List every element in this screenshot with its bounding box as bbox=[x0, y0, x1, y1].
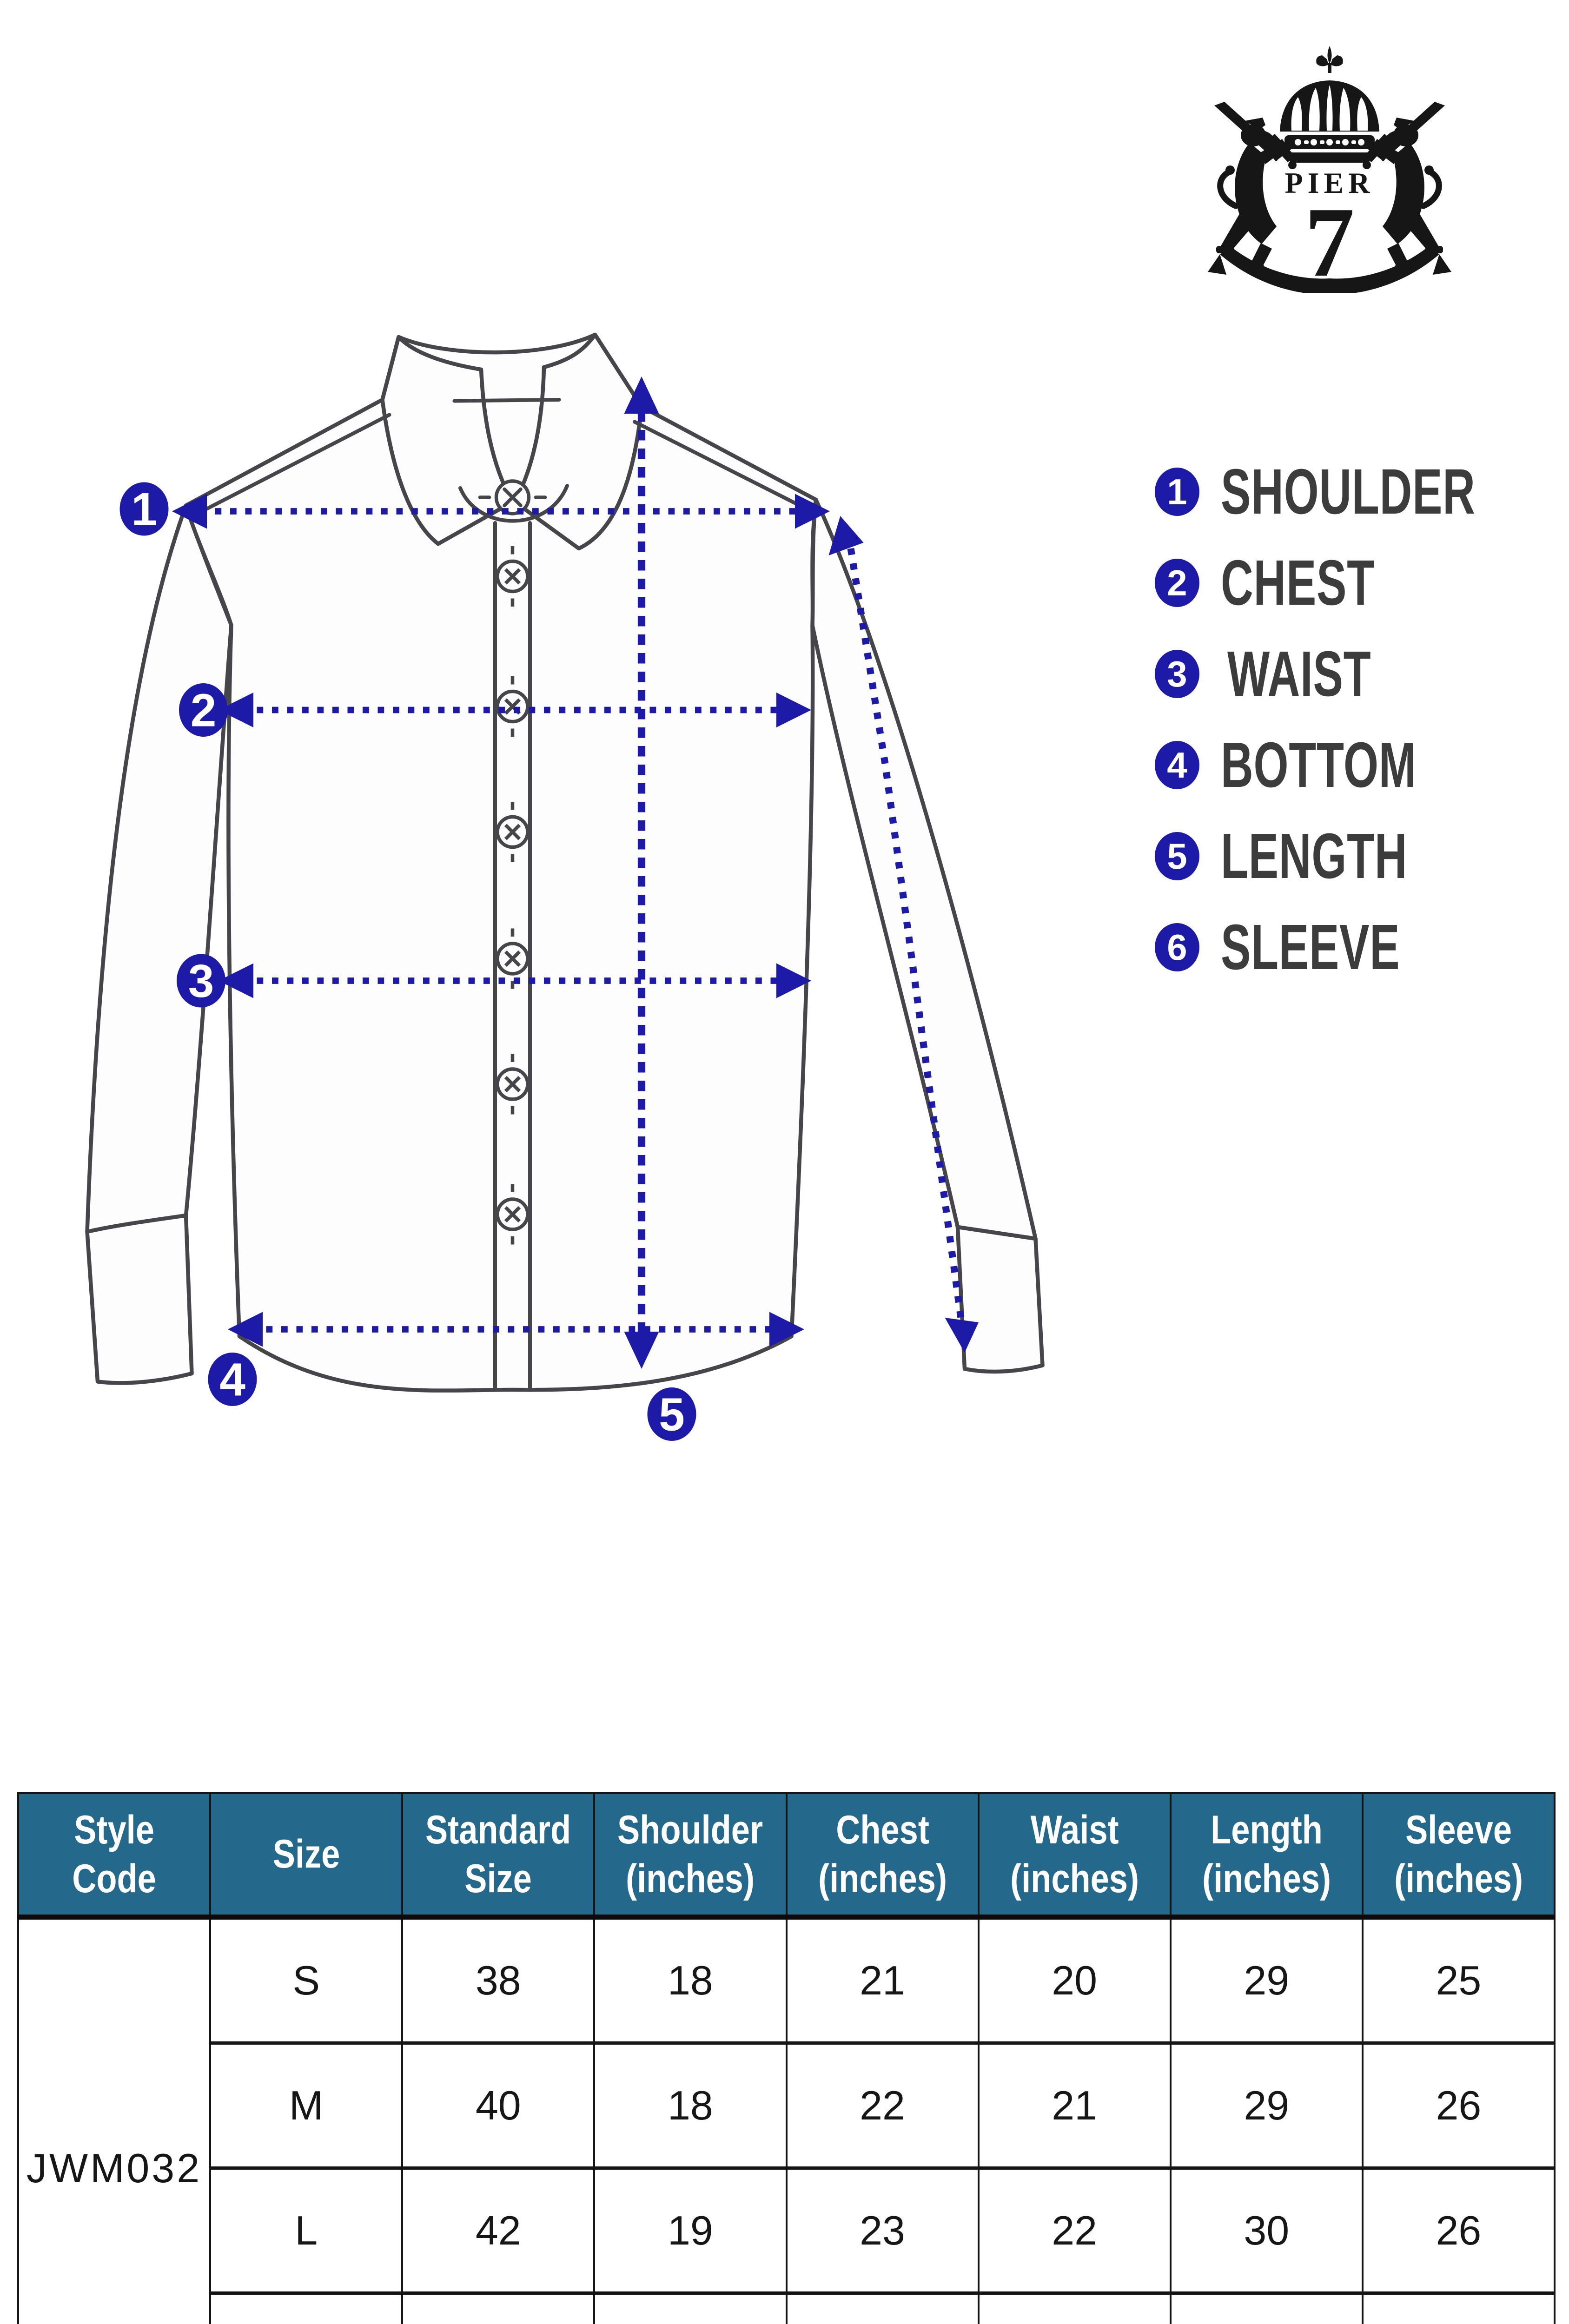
cell-size: L bbox=[209, 2166, 404, 2295]
legend-label-bottom: BOTTOM bbox=[1221, 729, 1417, 801]
shirt-yoke-left bbox=[191, 413, 391, 518]
header-length: Length (inches) bbox=[1169, 1792, 1364, 1920]
cell-sleeve: 26 bbox=[1361, 2041, 1556, 2170]
shirt-collar-stand bbox=[458, 484, 569, 523]
shirt-right-cuff bbox=[955, 1225, 1045, 1374]
cell-shoulder: 19 bbox=[593, 2166, 788, 2295]
lion-icon bbox=[1214, 102, 1297, 272]
shirt-collar-right bbox=[513, 332, 644, 551]
svg-text:1: 1 bbox=[131, 483, 157, 535]
cell-size: S bbox=[209, 1915, 404, 2045]
cell-standard: 40 bbox=[401, 2041, 596, 2170]
table-row-m: M 40 18 22 21 29 26 bbox=[18, 2041, 1556, 2170]
cell-length: 29 bbox=[1169, 1915, 1364, 2045]
header-size: Size bbox=[209, 1792, 404, 1920]
shirt-left-cuff bbox=[85, 1213, 194, 1385]
cell-chest: 22 bbox=[785, 2041, 980, 2170]
cell-size: M bbox=[209, 2041, 404, 2170]
svg-text:3: 3 bbox=[188, 955, 214, 1007]
legend-badge-5: 5 bbox=[1155, 832, 1199, 880]
marker-chest: 2 bbox=[179, 683, 228, 737]
header-standard-size: Standard Size bbox=[401, 1792, 596, 1920]
header-shoulder: Shoulder (inches) bbox=[593, 1792, 788, 1920]
crown-fleur-icon bbox=[1316, 46, 1343, 66]
cell-chest: 24 bbox=[785, 2291, 980, 2324]
cell-waist: 23 bbox=[977, 2291, 1172, 2324]
collar-button-icon bbox=[478, 479, 547, 515]
marker-length: 5 bbox=[647, 1387, 696, 1441]
legend-badge-3: 3 bbox=[1155, 650, 1199, 698]
legend-badge-6: 6 bbox=[1155, 923, 1199, 971]
legend-label-chest: CHEST bbox=[1221, 547, 1375, 619]
cell-standard: 42 bbox=[401, 2166, 596, 2295]
cell-standard: 38 bbox=[401, 1915, 596, 2045]
table-row-xl: XL 44 19 24 23 30 26 bbox=[18, 2291, 1556, 2324]
cell-style-code: JWM032 bbox=[17, 1915, 212, 2324]
cell-sleeve: 25 bbox=[1361, 1915, 1556, 2045]
legend-badge-4: 4 bbox=[1155, 741, 1199, 789]
legend-label-waist: WAIST bbox=[1227, 638, 1371, 710]
legend-item-chest: 2 CHEST bbox=[1155, 547, 1441, 619]
legend-item-bottom: 4 BOTTOM bbox=[1155, 729, 1500, 801]
size-chart-table: Style Code Size Standard Size Shoulder (… bbox=[17, 1792, 1556, 2324]
cell-shoulder: 19 bbox=[593, 2291, 788, 2324]
button-icon bbox=[496, 546, 530, 1245]
marker-shoulder: 1 bbox=[119, 482, 169, 536]
brand-logo: PIER 7 bbox=[1208, 46, 1451, 293]
shirt-back-collar-line bbox=[452, 398, 561, 403]
brand-word: PIER bbox=[1285, 166, 1375, 199]
header-chest: Chest (inches) bbox=[785, 1792, 980, 1920]
legend-item-sleeve: 6 SLEEVE bbox=[1155, 911, 1477, 983]
shirt-right-sleeve bbox=[810, 497, 1038, 1241]
cell-standard: 44 bbox=[401, 2291, 596, 2324]
svg-text:4: 4 bbox=[219, 1354, 245, 1406]
shirt-left-sleeve bbox=[85, 503, 233, 1234]
cell-waist: 21 bbox=[977, 2041, 1172, 2170]
cell-sleeve: 26 bbox=[1361, 2166, 1556, 2295]
cell-shoulder: 18 bbox=[593, 1915, 788, 2045]
header-waist: Waist (inches) bbox=[977, 1792, 1172, 1920]
shirt-yoke-right bbox=[633, 420, 811, 512]
legend-item-length: 5 LENGTH bbox=[1155, 820, 1487, 892]
header-sleeve: Sleeve (inches) bbox=[1361, 1792, 1556, 1920]
cell-sleeve: 26 bbox=[1361, 2291, 1556, 2324]
shirt-buttons bbox=[478, 479, 547, 1245]
cell-length: 30 bbox=[1169, 2291, 1364, 2324]
cell-waist: 22 bbox=[977, 2166, 1172, 2295]
shirt-body bbox=[184, 332, 818, 1393]
ribbon-icon bbox=[1208, 247, 1451, 293]
diagram-markers: 1 2 3 4 5 bbox=[119, 482, 696, 1441]
cell-length: 30 bbox=[1169, 2166, 1364, 2295]
cell-length: 29 bbox=[1169, 2041, 1364, 2170]
svg-text:2: 2 bbox=[191, 685, 217, 737]
cell-chest: 23 bbox=[785, 2166, 980, 2295]
marker-bottom: 4 bbox=[208, 1353, 257, 1406]
cell-shoulder: 18 bbox=[593, 2041, 788, 2170]
legend-item-shoulder: 1 SHOULDER bbox=[1155, 456, 1569, 528]
cell-waist: 20 bbox=[977, 1915, 1172, 2045]
table-row-s: JWM032 S 38 18 21 20 29 25 bbox=[17, 1915, 1556, 2324]
measure-line-sleeve bbox=[847, 548, 965, 1321]
legend-badge-2: 2 bbox=[1155, 559, 1199, 607]
measure-arrowheads bbox=[172, 376, 979, 1369]
brand-numeral: 7 bbox=[1304, 186, 1355, 293]
header-style-code: Style Code bbox=[17, 1792, 212, 1920]
table-header-row: Style Code Size Standard Size Shoulder (… bbox=[17, 1792, 1556, 1920]
legend-label-sleeve: SLEEVE bbox=[1221, 911, 1400, 983]
cell-chest: 21 bbox=[785, 1915, 980, 2045]
cell-size: XL bbox=[209, 2291, 404, 2324]
legend-item-waist: 3 WAIST bbox=[1155, 638, 1433, 710]
legend-badge-1: 1 bbox=[1155, 468, 1199, 516]
shirt-measurement-diagram: 1 2 3 4 5 bbox=[85, 332, 1045, 1441]
legend-label-shoulder: SHOULDER bbox=[1221, 456, 1476, 528]
table-row-l: L 42 19 23 22 30 26 bbox=[18, 2166, 1556, 2295]
legend-label-length: LENGTH bbox=[1221, 820, 1408, 892]
svg-text:5: 5 bbox=[659, 1389, 685, 1441]
shirt-collar-left bbox=[380, 335, 515, 546]
marker-waist: 3 bbox=[177, 954, 225, 1008]
